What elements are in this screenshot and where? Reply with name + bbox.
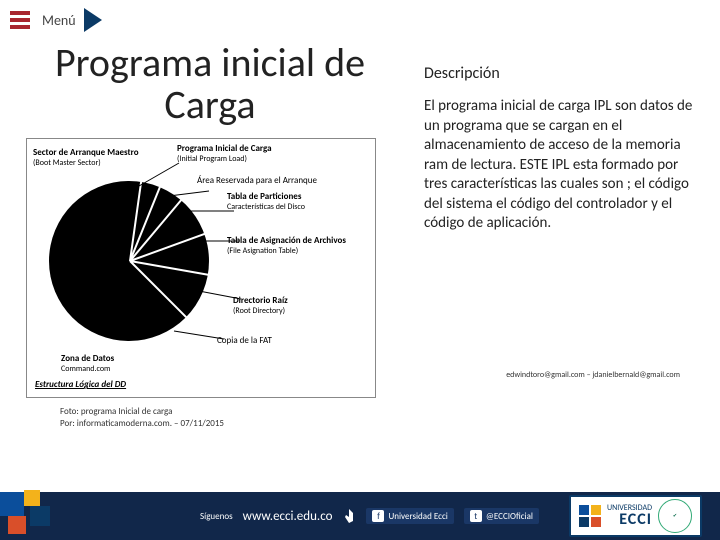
- facebook-icon: f: [372, 510, 384, 522]
- diagram-label: Programa Inicial de Carga(Initial Progra…: [177, 143, 272, 164]
- ecci-logo: UNIVERSIDAD ECCI: [607, 504, 652, 528]
- twitter-icon: t: [470, 510, 482, 522]
- diagram-label: Tabla de Asignación de Archivos(File Asi…: [227, 235, 346, 256]
- ecci-dots-icon: [579, 505, 601, 527]
- diagram-label: Área Reservada para el Arranque: [197, 175, 317, 186]
- hamburger-icon[interactable]: [10, 11, 30, 29]
- menu-label: Menú: [40, 10, 82, 31]
- description-heading: Descripción: [424, 64, 700, 83]
- footer-bar: Síguenos www.ecci.edu.co f Universidad E…: [0, 492, 720, 540]
- diagram-label: Sector de Arranque Maestro(Boot Master S…: [33, 147, 139, 168]
- chevron-right-icon: [84, 8, 102, 32]
- diagram-label: Tabla de ParticionesCaracterísticas del …: [227, 191, 305, 212]
- credit-line: Foto: programa Inicial de carga: [60, 406, 400, 418]
- footer-logos: UNIVERSIDAD ECCI ✔: [569, 495, 702, 537]
- image-credit: Foto: programa Inicial de carga Por: inf…: [60, 406, 400, 429]
- facebook-badge[interactable]: f Universidad Ecci: [366, 508, 453, 524]
- footer-siguenos: Síguenos: [200, 511, 233, 522]
- diagram-label: Copia de la FAT: [217, 335, 272, 346]
- twitter-badge[interactable]: t @ECCIOficial: [464, 508, 539, 524]
- page-title: Programa inicial de Carga: [20, 42, 400, 126]
- hand-icon: [342, 507, 356, 525]
- diagram-label: Directorio Raíz(Root Directory): [233, 295, 288, 316]
- description-body: El programa inicial de carga IPL son dat…: [424, 97, 700, 234]
- author-emails: edwindtoro@gmail.com – jdanielbernald@gm…: [506, 370, 680, 380]
- left-column: Programa inicial de Carga: [20, 36, 400, 429]
- diagram-label: Zona de DatosCommand.com: [61, 353, 114, 374]
- credit-line: Por: informaticamoderna.com. – 07/11/201…: [60, 418, 400, 430]
- diagram-caption: Estructura Lógica del DD: [35, 379, 126, 390]
- caldera-badge-icon: ✔: [658, 499, 692, 533]
- menu-bar: Menú: [0, 0, 720, 36]
- disc-shape: [49, 181, 209, 341]
- disc-leaders-icon: [49, 181, 209, 341]
- disk-diagram: Sector de Arranque Maestro(Boot Master S…: [26, 138, 376, 398]
- footer-squares-icon: [0, 480, 60, 540]
- footer-url[interactable]: www.ecci.edu.co: [243, 509, 333, 524]
- menu-button[interactable]: Menú: [40, 8, 102, 32]
- footer-content: Síguenos www.ecci.edu.co f Universidad E…: [200, 507, 539, 525]
